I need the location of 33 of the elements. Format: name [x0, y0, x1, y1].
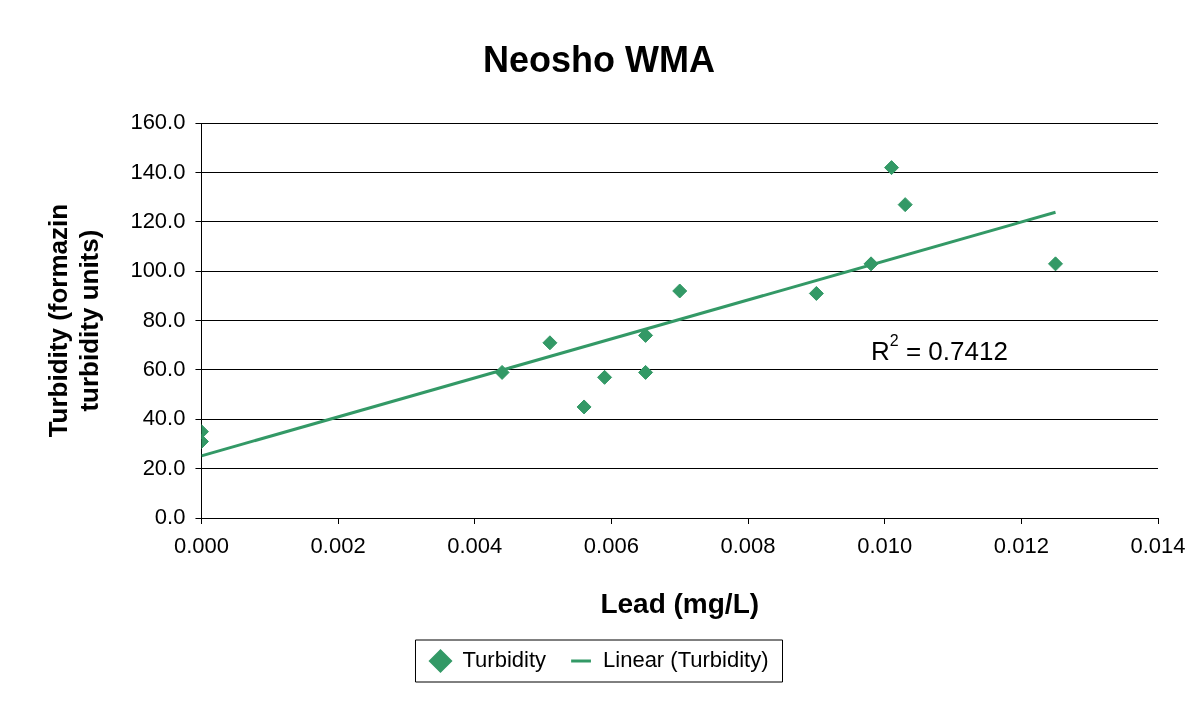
x-tick-label: 0.012: [993, 533, 1049, 559]
y-tick-label: 0.0: [154, 504, 186, 530]
y-tick-label: 60.0: [142, 356, 186, 382]
point: [638, 364, 654, 380]
x-axis-title: Lead (mg/L): [600, 587, 760, 619]
y-tick-label: 40.0: [142, 405, 186, 431]
x-tick-label: 0.014: [1130, 533, 1186, 559]
y-tick-label: 140.0: [130, 158, 186, 184]
y-tick-label: 160.0: [130, 109, 186, 135]
point: [542, 335, 558, 351]
x-tick-label: 0.008: [720, 533, 776, 559]
y-tick-label: 80.0: [142, 306, 186, 332]
x-tick-label: 0.010: [857, 533, 913, 559]
point: [494, 364, 510, 380]
legend-label: Turbidity: [462, 647, 547, 673]
y-axis-title: Turbidity (formazin turbidity units): [42, 203, 104, 438]
point: [884, 160, 900, 176]
x-tick-label: 0.006: [583, 533, 639, 559]
point: [672, 283, 688, 299]
point: [1048, 256, 1064, 272]
point: [597, 369, 613, 385]
point: [897, 197, 913, 213]
legend-label: Linear (Turbidity): [603, 647, 769, 673]
point: [863, 256, 879, 272]
y-tick-label: 120.0: [130, 207, 186, 233]
point: [808, 285, 824, 301]
point: [576, 399, 592, 415]
y-tick-label: 100.0: [130, 257, 186, 283]
x-tick-label: 0.000: [173, 533, 229, 559]
y-tick-label: 20.0: [142, 454, 186, 480]
chart-title: Neosho WMA: [483, 38, 715, 80]
x-tick-label: 0.004: [447, 533, 503, 559]
x-tick-label: 0.002: [310, 533, 366, 559]
